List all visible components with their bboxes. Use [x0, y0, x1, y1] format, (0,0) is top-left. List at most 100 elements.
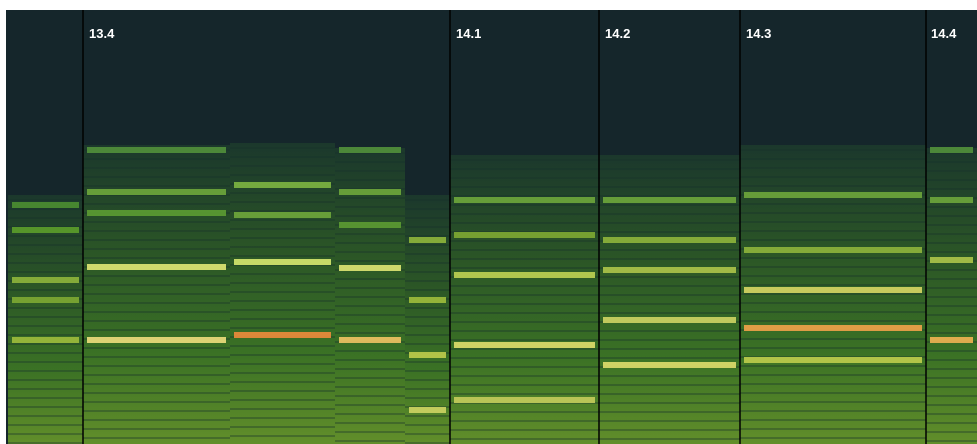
- spectral-texture: [335, 431, 405, 433]
- spectral-body: [230, 143, 335, 444]
- spectral-texture: [8, 343, 83, 345]
- spectral-texture: [83, 185, 230, 187]
- harmonic: [12, 202, 79, 208]
- spectral-texture: [450, 357, 599, 359]
- harmonic: [744, 247, 922, 253]
- spectral-texture: [926, 224, 977, 226]
- spectral-texture: [230, 372, 335, 374]
- spectral-texture: [599, 393, 740, 395]
- spectral-texture: [926, 206, 977, 208]
- spectral-texture: [450, 330, 599, 332]
- spectral-texture: [8, 244, 83, 246]
- harmonic: [12, 337, 79, 343]
- spectral-texture: [230, 408, 335, 410]
- spectral-texture: [926, 323, 977, 325]
- harmonic: [234, 259, 331, 265]
- spectral-texture: [230, 282, 335, 284]
- spectral-texture: [926, 404, 977, 406]
- harmonic: [87, 147, 226, 153]
- spectral-texture: [926, 188, 977, 190]
- spectral-texture: [83, 203, 230, 205]
- spectral-texture: [83, 230, 230, 232]
- harmonic: [744, 287, 922, 293]
- spectral-texture: [335, 332, 405, 334]
- spectral-texture: [599, 285, 740, 287]
- spectral-texture: [405, 379, 450, 381]
- spectral-texture: [8, 370, 83, 372]
- spectral-texture: [599, 429, 740, 431]
- marker-label: 14.2: [605, 26, 630, 41]
- spectral-texture: [599, 357, 740, 359]
- spectral-texture: [8, 316, 83, 318]
- spectral-texture: [450, 303, 599, 305]
- spectral-texture: [335, 359, 405, 361]
- spectral-texture: [83, 221, 230, 223]
- harmonic: [409, 237, 446, 243]
- spectral-texture: [926, 386, 977, 388]
- spectral-texture: [83, 284, 230, 286]
- harmonic: [603, 197, 736, 203]
- harmonic: [930, 337, 973, 343]
- spectral-texture: [926, 413, 977, 415]
- spectral-texture: [335, 278, 405, 280]
- spectral-texture: [335, 422, 405, 424]
- spectral-texture: [335, 215, 405, 217]
- spectral-texture: [8, 415, 83, 417]
- spectral-texture: [405, 370, 450, 372]
- spectral-texture: [335, 251, 405, 253]
- spectral-texture: [926, 269, 977, 271]
- spectral-texture: [83, 158, 230, 160]
- spectral-texture: [230, 237, 335, 239]
- spectral-texture: [83, 320, 230, 322]
- harmonic: [234, 332, 331, 338]
- spectral-texture: [335, 386, 405, 388]
- spectral-texture: [740, 212, 926, 214]
- spectral-texture: [335, 287, 405, 289]
- spectral-texture: [740, 401, 926, 403]
- spectral-texture: [230, 390, 335, 392]
- spectral-texture: [740, 203, 926, 205]
- spectral-texture: [335, 440, 405, 442]
- spectral-texture: [8, 433, 83, 435]
- spectral-texture: [450, 411, 599, 413]
- spectral-texture: [230, 309, 335, 311]
- spectral-texture: [740, 185, 926, 187]
- spectral-texture: [230, 399, 335, 401]
- spectral-texture: [450, 240, 599, 242]
- spectral-texture: [599, 231, 740, 233]
- spectral-texture: [230, 201, 335, 203]
- spectral-texture: [8, 262, 83, 264]
- spectral-texture: [230, 156, 335, 158]
- spectral-texture: [405, 316, 450, 318]
- spectral-texture: [83, 410, 230, 412]
- spectral-texture: [83, 248, 230, 250]
- harmonic: [12, 227, 79, 233]
- spectral-texture: [926, 287, 977, 289]
- harmonic: [234, 212, 331, 218]
- spectral-texture: [926, 305, 977, 307]
- spectral-texture: [740, 410, 926, 412]
- spectral-texture: [230, 345, 335, 347]
- spectral-texture: [599, 348, 740, 350]
- spectral-texture: [405, 226, 450, 228]
- spectral-texture: [83, 374, 230, 376]
- spectral-texture: [926, 179, 977, 181]
- spectral-texture: [8, 235, 83, 237]
- spectral-texture: [335, 197, 405, 199]
- spectral-texture: [8, 379, 83, 381]
- spectral-texture: [405, 235, 450, 237]
- harmonic: [409, 407, 446, 413]
- spectral-texture: [8, 406, 83, 408]
- spectral-texture: [8, 442, 83, 444]
- marker-label: 14.4: [931, 26, 957, 41]
- spectral-texture: [740, 266, 926, 268]
- harmonic: [87, 264, 226, 270]
- spectral-texture: [926, 251, 977, 253]
- spectral-texture: [335, 296, 405, 298]
- spectral-texture: [450, 438, 599, 440]
- spectral-texture: [405, 262, 450, 264]
- marker-label: 14.1: [456, 26, 481, 41]
- spectral-texture: [740, 293, 926, 295]
- spectral-texture: [83, 437, 230, 439]
